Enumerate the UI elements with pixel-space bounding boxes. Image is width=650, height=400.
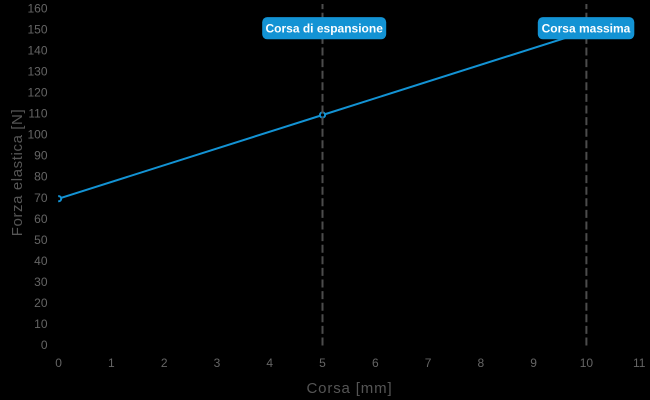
svg-text:8: 8 — [477, 356, 484, 370]
svg-text:50: 50 — [34, 233, 48, 247]
svg-text:Forza elastica [N]: Forza elastica [N] — [9, 109, 26, 237]
svg-text:0: 0 — [41, 338, 48, 352]
svg-text:120: 120 — [27, 86, 47, 100]
svg-text:Corsa di espansione: Corsa di espansione — [266, 21, 384, 35]
svg-text:130: 130 — [27, 65, 47, 79]
svg-text:160: 160 — [27, 2, 47, 16]
svg-text:40: 40 — [34, 254, 48, 268]
svg-text:30: 30 — [34, 275, 48, 289]
svg-text:140: 140 — [27, 44, 47, 58]
svg-text:2: 2 — [161, 356, 168, 370]
svg-text:Corsa massima: Corsa massima — [542, 21, 631, 35]
svg-text:7: 7 — [425, 356, 432, 370]
svg-text:80: 80 — [34, 170, 48, 184]
svg-text:11: 11 — [633, 356, 646, 370]
svg-text:9: 9 — [530, 356, 537, 370]
svg-text:90: 90 — [34, 149, 48, 163]
svg-text:10: 10 — [580, 356, 594, 370]
svg-text:5: 5 — [319, 356, 326, 370]
svg-text:150: 150 — [27, 23, 47, 37]
svg-text:0: 0 — [55, 356, 62, 370]
svg-text:4: 4 — [266, 356, 273, 370]
svg-text:Corsa [mm]: Corsa [mm] — [306, 380, 392, 397]
svg-text:60: 60 — [34, 212, 48, 226]
svg-text:20: 20 — [34, 296, 48, 310]
svg-text:3: 3 — [214, 356, 221, 370]
svg-text:6: 6 — [372, 356, 379, 370]
svg-text:10: 10 — [34, 317, 48, 331]
svg-text:100: 100 — [27, 128, 47, 142]
svg-text:70: 70 — [34, 191, 48, 205]
svg-text:110: 110 — [28, 107, 47, 121]
svg-text:1: 1 — [108, 356, 115, 370]
